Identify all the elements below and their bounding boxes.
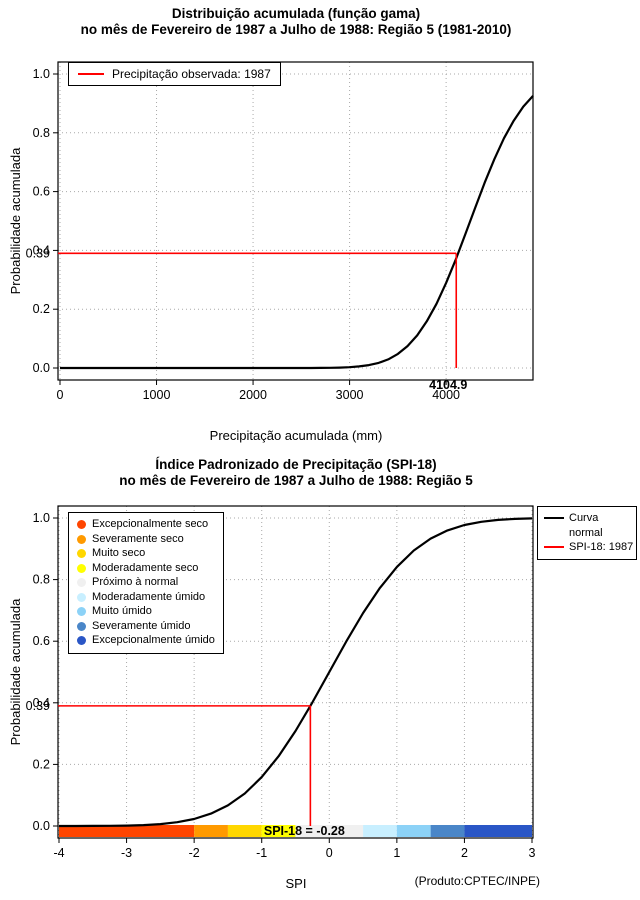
spi-x-axis-label: SPI [285, 876, 307, 891]
category-color-dot [77, 621, 86, 631]
legend-item: Severamente úmido [77, 620, 215, 634]
y-tick-label: 0.4 [33, 696, 50, 710]
category-color-dot [77, 534, 86, 544]
x-tick-label: 2000 [239, 388, 267, 402]
spi-category-bar-segment [194, 825, 228, 837]
legend-label: SPI-18: 1987 [569, 541, 634, 553]
series-curve [60, 95, 534, 370]
x-tick-label: 3000 [336, 388, 364, 402]
legend-item: Próximo à normal [77, 576, 215, 590]
x-tick-label: 1 [393, 846, 400, 860]
y-tick-label: 0.2 [33, 302, 50, 316]
legend-item: normal [544, 527, 630, 540]
gamma-chart-subtitle: no mês de Fevereiro de 1987 a Julho de 1… [80, 22, 512, 37]
x-tick-label: -3 [121, 846, 132, 860]
legend-marker-spacer [544, 532, 564, 534]
legend-item: Muito úmido [77, 605, 215, 619]
spi-category-bar-segment [430, 825, 465, 837]
x-tick-label: -4 [53, 846, 64, 860]
legend-item: Moderadamente úmido [77, 591, 215, 605]
legend-item: Muito seco [77, 547, 215, 561]
gamma-chart-title: Distribuição acumulada (função gama) [171, 6, 421, 21]
product-credit: (Produto:CPTEC/INPE) [414, 874, 540, 888]
y-tick-label: 0.0 [33, 819, 50, 833]
legend-label: Curva [569, 512, 599, 524]
gamma-x-axis-label: Precipitação acumulada (mm) [209, 428, 383, 443]
x-tick-label: 0 [326, 846, 333, 860]
spi-y-axis-label: Probabilidade acumulada [8, 598, 23, 746]
spi-chart-title: Índice Padronizado de Precipitação (SPI-… [155, 457, 437, 472]
category-label: Excepcionalmente úmido [92, 634, 215, 646]
normal-curve-line-marker [544, 517, 564, 520]
category-label: Excepcionalmente seco [92, 518, 209, 530]
spi-category-legend: Excepcionalmente seco Severamente seco M… [68, 512, 224, 654]
y-tick-label: 0.6 [33, 634, 50, 648]
category-color-dot [77, 563, 86, 573]
category-label: Muito úmido [92, 605, 152, 617]
spi-1987-line-marker [544, 546, 564, 549]
category-color-dot [77, 549, 86, 559]
legend-item: Excepcionalmente seco [77, 518, 215, 532]
gamma-y-axis-label: Probabilidade acumulada [8, 147, 23, 295]
gamma-chart-legend: Precipitação observada: 1987 [68, 62, 281, 86]
category-color-dot [77, 520, 86, 530]
legend-item: Moderadamente seco [77, 562, 215, 576]
legend-item: Severamente seco [77, 533, 215, 547]
y-tick-label: 0.8 [33, 126, 50, 140]
category-color-dot [77, 636, 86, 646]
category-label: Próximo à normal [92, 576, 179, 588]
spi-chart-subtitle: no mês de Fevereiro de 1987 a Julho de 1… [119, 473, 473, 488]
legend-item: Curva [544, 512, 630, 525]
plot-box [57, 505, 534, 839]
spi-category-bar-segment [227, 825, 262, 837]
y-tick-label: 0.2 [33, 757, 50, 771]
x-tick-label: 4000 [432, 388, 460, 402]
plot-box [57, 61, 534, 381]
category-color-dot [77, 592, 86, 602]
y-tick-label: 1.0 [33, 67, 50, 81]
spi-category-bar-segment [59, 825, 195, 837]
annotation-x-value: 4104.9 [429, 378, 467, 392]
y-tick-label: 0.4 [33, 243, 50, 257]
x-tick-label: 3 [529, 846, 536, 860]
x-tick-label: 0 [57, 388, 64, 402]
legend-label: normal [569, 526, 603, 539]
observed-precip-legend-label: Precipitação observada: 1987 [112, 67, 271, 81]
category-color-dot [77, 578, 86, 588]
y-tick-label: 1.0 [33, 511, 50, 525]
annotation-probability-value: 0.39 [26, 699, 50, 713]
spi-category-bar-segment [261, 825, 296, 837]
category-label: Severamente úmido [92, 619, 191, 632]
category-label: Moderadamente úmido [92, 590, 206, 603]
spi-category-bar-segment [363, 825, 397, 837]
y-tick-label: 0.0 [33, 361, 50, 375]
spi-category-bar-segment [464, 825, 532, 837]
spi-category-bar-segment [295, 825, 364, 837]
spi-curve-legend: Curva normal SPI-18: 1987 [537, 506, 637, 560]
y-tick-label: 0.8 [33, 573, 50, 587]
observed-precip-line-marker [78, 73, 104, 75]
legend-item: SPI-18: 1987 [544, 541, 634, 554]
category-label: Moderadamente seco [92, 561, 199, 574]
annotation-probability-value: 0.39 [26, 246, 50, 260]
category-label: Muito seco [92, 547, 146, 559]
x-tick-label: 2 [461, 846, 468, 860]
category-label: Severamente seco [92, 532, 184, 545]
category-color-dot [77, 607, 86, 617]
annotation-spi-value: SPI-18 = -0.28 [264, 824, 345, 838]
x-tick-label: -1 [256, 846, 267, 860]
series-curve [59, 517, 533, 828]
x-tick-label: -2 [189, 846, 200, 860]
spi-category-bar-segment [396, 825, 431, 837]
x-tick-label: 1000 [143, 388, 171, 402]
legend-item: Excepcionalmente úmido [77, 634, 215, 648]
y-tick-label: 0.6 [33, 185, 50, 199]
